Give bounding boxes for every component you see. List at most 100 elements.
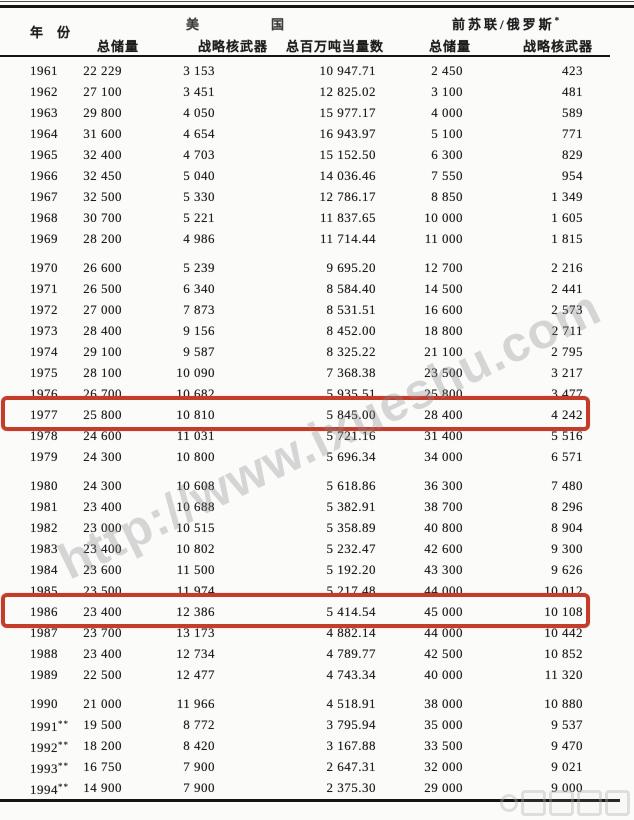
cell-us-total: 27 000 — [83, 302, 122, 317]
cell-su-total: 18 800 — [424, 323, 463, 338]
cell-su-strategic: 9 470 — [551, 738, 583, 753]
table-top-thin-rule — [0, 1, 634, 2]
cell-year: 1983 — [30, 541, 58, 556]
cell-su-total: 21 100 — [424, 344, 463, 359]
cell-su-total: 40 000 — [424, 667, 463, 682]
cell-su-total: 38 700 — [424, 499, 463, 514]
table-row: 1976 26 700 10 682 5 935.51 25 800 3 477 — [0, 383, 634, 404]
table-row: 1987 23 700 13 173 4 882.14 44 000 10 442 — [0, 622, 634, 643]
table-row: 1983 23 400 10 802 5 232.47 42 600 9 300 — [0, 538, 634, 559]
cell-us-strategic: 5 040 — [183, 168, 215, 183]
cell-su-total: 33 500 — [424, 738, 463, 753]
cell-us-megatons: 5 845.00 — [326, 407, 376, 422]
table-bottom-rule — [0, 799, 620, 802]
cell-su-strategic: 9 300 — [551, 541, 583, 556]
cell-su-total: 28 400 — [424, 407, 463, 422]
cell-su-strategic: 1 605 — [551, 210, 583, 225]
cell-us-megatons: 8 452.00 — [326, 323, 376, 338]
cell-su-strategic: 9 000 — [551, 780, 583, 795]
cell-year: 1982 — [30, 520, 58, 535]
cell-su-strategic: 1 349 — [551, 189, 583, 204]
header-group-usa: 美国 — [186, 17, 357, 32]
cell-year: 1985 — [30, 583, 58, 598]
cell-us-megatons: 12 786.17 — [319, 189, 376, 204]
cell-us-strategic: 8 420 — [183, 738, 215, 753]
cell-su-strategic: 10 108 — [544, 604, 583, 619]
cell-year: 1978 — [30, 428, 58, 443]
cell-us-total: 22 229 — [83, 63, 122, 78]
cell-us-megatons: 16 943.97 — [319, 126, 376, 141]
cell-us-strategic: 10 608 — [176, 478, 215, 493]
cell-us-total: 23 400 — [83, 604, 122, 619]
cell-us-strategic: 12 477 — [176, 667, 215, 682]
cell-us-total: 23 000 — [83, 520, 122, 535]
cell-su-total: 23 500 — [424, 365, 463, 380]
cell-us-strategic: 7 900 — [183, 780, 215, 795]
table-row: 1965 32 400 4 703 15 152.50 6 300 829 — [0, 144, 634, 165]
cell-us-strategic: 11 966 — [176, 696, 215, 711]
cell-us-total: 28 100 — [83, 365, 122, 380]
cell-su-total: 45 000 — [424, 604, 463, 619]
cell-us-strategic: 8 772 — [183, 717, 215, 732]
cell-us-strategic: 10 810 — [176, 407, 215, 422]
cell-us-total: 26 600 — [83, 260, 122, 275]
year-footnote-mark: ** — [58, 719, 69, 729]
header-bottom-rule — [0, 55, 610, 57]
cell-us-strategic: 7 900 — [183, 759, 215, 774]
cell-us-strategic: 10 802 — [176, 541, 215, 556]
cell-year: 1971 — [30, 281, 58, 296]
cell-us-strategic: 4 654 — [183, 126, 215, 141]
cell-su-strategic: 2 573 — [551, 302, 583, 317]
cell-us-megatons: 5 192.20 — [326, 562, 376, 577]
cell-us-total: 23 400 — [83, 499, 122, 514]
cell-su-strategic: 829 — [562, 147, 583, 162]
cell-su-total: 34 000 — [424, 449, 463, 464]
cell-su-strategic: 8 904 — [551, 520, 583, 535]
table-row: 1979 24 300 10 800 5 696.34 34 000 6 571 — [0, 446, 634, 467]
cell-su-strategic: 10 012 — [544, 583, 583, 598]
cell-us-strategic: 10 515 — [176, 520, 215, 535]
cell-us-total: 23 400 — [83, 541, 122, 556]
cell-su-strategic: 771 — [562, 126, 583, 141]
year-footnote-mark: ** — [58, 782, 69, 792]
cell-su-strategic: 589 — [562, 105, 583, 120]
cell-year: 1976 — [30, 386, 58, 401]
cell-us-megatons: 14 036.46 — [319, 168, 376, 183]
cell-us-total: 19 500 — [83, 717, 122, 732]
table-header: 年份 美国 前苏联/俄罗斯* 总储量 战略核武器 总百万吨当量数 总储量 战略核… — [0, 8, 634, 55]
cell-su-total: 11 000 — [424, 231, 463, 246]
cell-year: 1984 — [30, 562, 58, 577]
cell-year: 1987 — [30, 625, 58, 640]
table-row: 1961 22 229 3 153 10 947.71 2 450 423 — [0, 60, 634, 81]
cell-us-megatons: 15 977.17 — [319, 105, 376, 120]
cell-us-megatons: 5 217.48 — [326, 583, 376, 598]
cell-us-megatons: 5 935.51 — [326, 386, 376, 401]
cell-year: 1991** — [30, 719, 69, 734]
table-row: 1970 26 600 5 239 9 695.20 12 700 2 216 — [0, 257, 634, 278]
cell-us-megatons: 8 531.51 — [326, 302, 376, 317]
cell-us-total: 14 900 — [83, 780, 122, 795]
cell-us-total: 22 500 — [83, 667, 122, 682]
table-row: 1966 32 450 5 040 14 036.46 7 550 954 — [0, 165, 634, 186]
header-group-ussr-footnote-mark: * — [554, 15, 560, 26]
cell-us-total: 26 700 — [83, 386, 122, 401]
cell-su-strategic: 954 — [562, 168, 583, 183]
cell-su-strategic: 2 711 — [551, 323, 583, 338]
cell-su-total: 40 800 — [424, 520, 463, 535]
cell-us-total: 32 500 — [83, 189, 122, 204]
cell-us-megatons: 2 647.31 — [326, 759, 376, 774]
table-row: 1982 23 000 10 515 5 358.89 40 800 8 904 — [0, 517, 634, 538]
cell-us-strategic: 10 800 — [176, 449, 215, 464]
cell-us-total: 30 700 — [83, 210, 122, 225]
cell-us-strategic: 12 386 — [176, 604, 215, 619]
cell-us-total: 18 200 — [83, 738, 122, 753]
table-row: 1993** 16 750 7 900 2 647.31 32 000 9 021 — [0, 756, 634, 777]
cell-su-strategic: 9 626 — [551, 562, 583, 577]
cell-us-megatons: 11 714.44 — [319, 231, 376, 246]
header-us-total-stockpile: 总储量 — [97, 39, 140, 54]
cell-su-total: 8 850 — [431, 189, 463, 204]
table-body: 1961 22 229 3 153 10 947.71 2 450 423 1962 27 1… — [0, 60, 634, 798]
table-row: 1992** 18 200 8 420 3 167.88 33 500 9 470 — [0, 735, 634, 756]
cell-us-megatons: 8 584.40 — [326, 281, 376, 296]
